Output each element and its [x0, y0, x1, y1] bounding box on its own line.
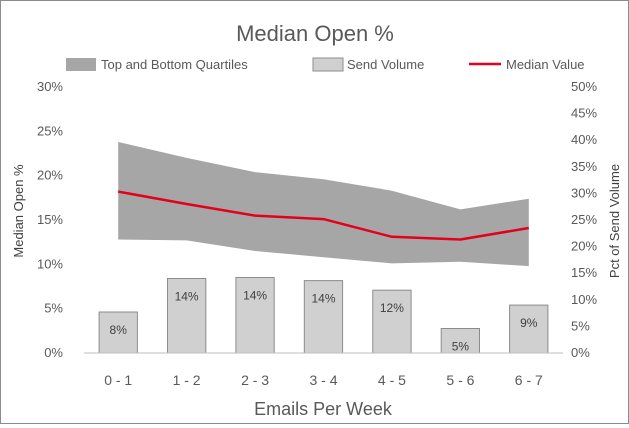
- y-tick-right: 45%: [571, 106, 597, 121]
- y-axis-right: 0% 5% 10% 15% 20% 25% 30% 35% 40% 45% 50%: [571, 79, 597, 360]
- legend-swatch-quartiles: [66, 58, 96, 71]
- y-axis-right-label: Pct of Send Volume: [607, 164, 622, 278]
- legend-label-send-volume: Send Volume: [347, 57, 424, 72]
- y-tick-left: 15%: [37, 212, 63, 227]
- y-tick-right: 15%: [571, 265, 597, 280]
- x-tick: 4 - 5: [378, 372, 406, 388]
- y-axis-left-label: Median Open %: [11, 164, 26, 258]
- y-tick-left: 0%: [44, 345, 63, 360]
- y-axis-left: 0% 5% 10% 15% 20% 25% 30%: [37, 79, 63, 360]
- y-tick-right: 20%: [571, 239, 597, 254]
- chart-title: Median Open %: [236, 21, 394, 46]
- bar-data-label: 14%: [175, 290, 199, 304]
- legend-label-quartiles: Top and Bottom Quartiles: [101, 57, 248, 72]
- x-axis-label: Emails Per Week: [254, 399, 393, 419]
- quartile-band-layer: [118, 142, 529, 266]
- y-tick-right: 40%: [571, 132, 597, 147]
- y-tick-right: 0%: [571, 345, 590, 360]
- quartile-band: [118, 142, 529, 266]
- y-tick-left: 10%: [37, 256, 63, 271]
- bar-data-label: 14%: [311, 292, 335, 306]
- send-volume-bars: 8% 14% 14% 14% 12% 5% 9%: [99, 278, 548, 354]
- y-tick-left: 30%: [37, 79, 63, 94]
- x-axis: 0 - 1 1 - 2 2 - 3 3 - 4 4 - 5 5 - 6 6 - 7: [104, 372, 543, 388]
- legend-swatch-send-volume: [313, 58, 343, 71]
- bar-data-label: 12%: [380, 301, 404, 315]
- y-tick-left: 5%: [44, 301, 63, 316]
- y-tick-right: 35%: [571, 159, 597, 174]
- x-tick: 5 - 6: [446, 372, 474, 388]
- y-tick-right: 50%: [571, 79, 597, 94]
- legend: Top and Bottom Quartiles Send Volume Med…: [66, 57, 585, 72]
- y-tick-right: 30%: [571, 185, 597, 200]
- y-tick-left: 20%: [37, 168, 63, 183]
- x-tick: 0 - 1: [104, 372, 132, 388]
- bar-data-label: 14%: [243, 289, 267, 303]
- x-tick: 3 - 4: [309, 372, 337, 388]
- y-tick-right: 5%: [571, 318, 590, 333]
- bar-data-label: 5%: [452, 340, 470, 354]
- y-tick-left: 25%: [37, 123, 63, 138]
- x-tick: 1 - 2: [173, 372, 201, 388]
- x-tick: 2 - 3: [241, 372, 269, 388]
- legend-label-median: Median Value: [506, 57, 585, 72]
- bar-data-label: 8%: [110, 323, 128, 337]
- y-tick-right: 25%: [571, 212, 597, 227]
- bar-data-label: 9%: [520, 316, 538, 330]
- x-tick: 6 - 7: [515, 372, 543, 388]
- send-volume-bar: [373, 290, 411, 353]
- y-tick-right: 10%: [571, 292, 597, 307]
